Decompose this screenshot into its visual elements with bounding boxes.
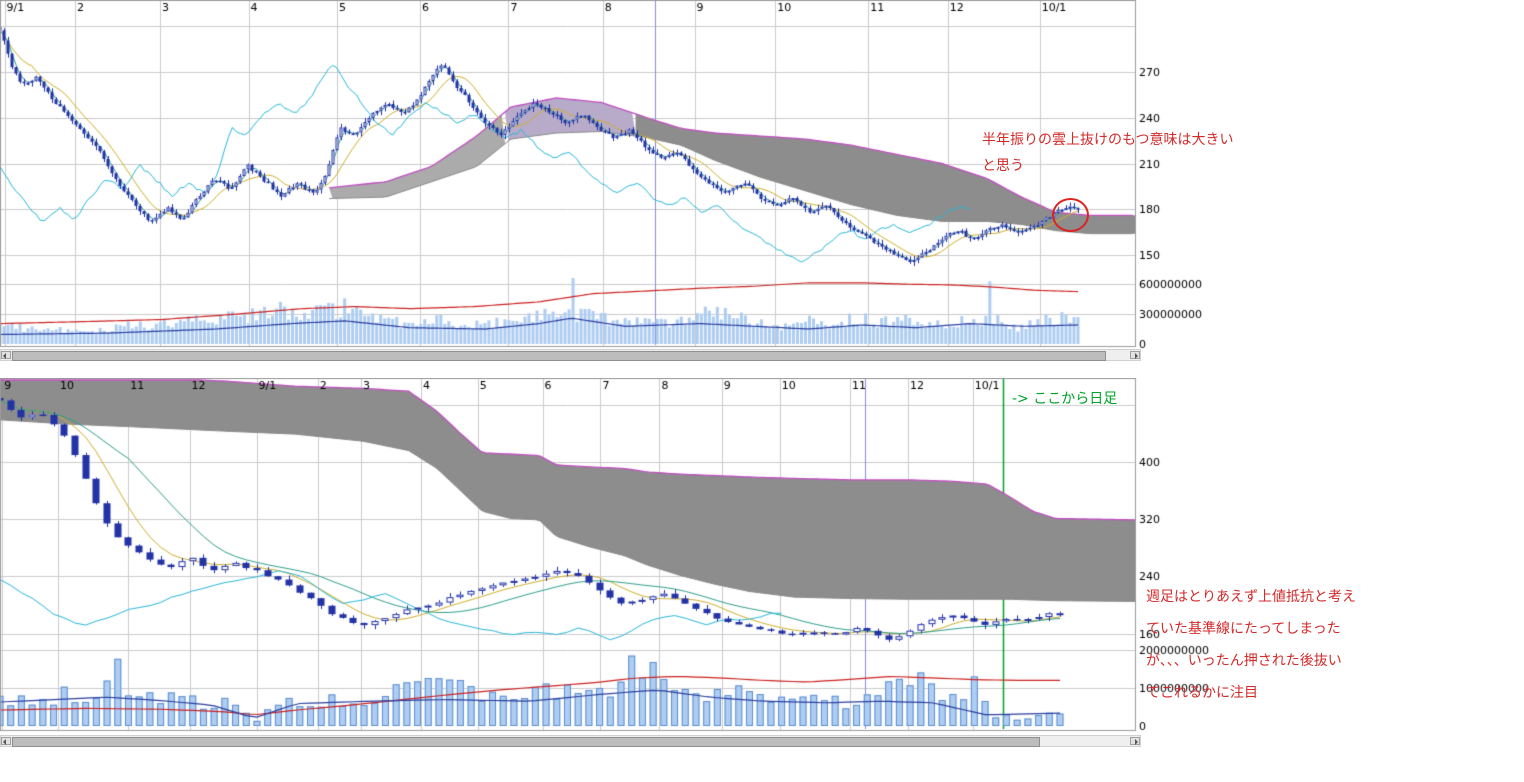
scroll-right-button[interactable]	[1130, 737, 1140, 745]
weekly-note-line1: 週足はとりあえず上値抵抗と考え	[1146, 589, 1356, 605]
weekly-h-scrollbar[interactable]	[0, 735, 1141, 747]
weekly-note-line4: てこれるかに注目	[1146, 685, 1258, 701]
weekly-note-line2: ていた基準線にたってしまった	[1146, 621, 1341, 637]
weekly-daily-start-label: -> ここから日足	[1012, 391, 1118, 407]
daily-note-line2: と思う	[982, 158, 1024, 174]
daily-scroll-thumb[interactable]	[12, 351, 1106, 361]
weekly-candlestick-chart[interactable]	[0, 378, 1210, 734]
scroll-right-button[interactable]	[1130, 351, 1140, 359]
weekly-scroll-thumb[interactable]	[12, 737, 1040, 747]
scroll-left-button[interactable]	[1, 351, 11, 359]
breakout-circle-annotation	[1052, 198, 1089, 232]
daily-h-scrollbar[interactable]	[0, 349, 1141, 361]
daily-candlestick-chart[interactable]	[0, 0, 1210, 349]
scroll-left-button[interactable]	[1, 737, 11, 745]
weekly-note-line3: が、、、いったん押された後抜い	[1146, 653, 1342, 669]
daily-note-line1: 半年振りの雲上抜けのもつ意味は大きい	[982, 132, 1234, 148]
